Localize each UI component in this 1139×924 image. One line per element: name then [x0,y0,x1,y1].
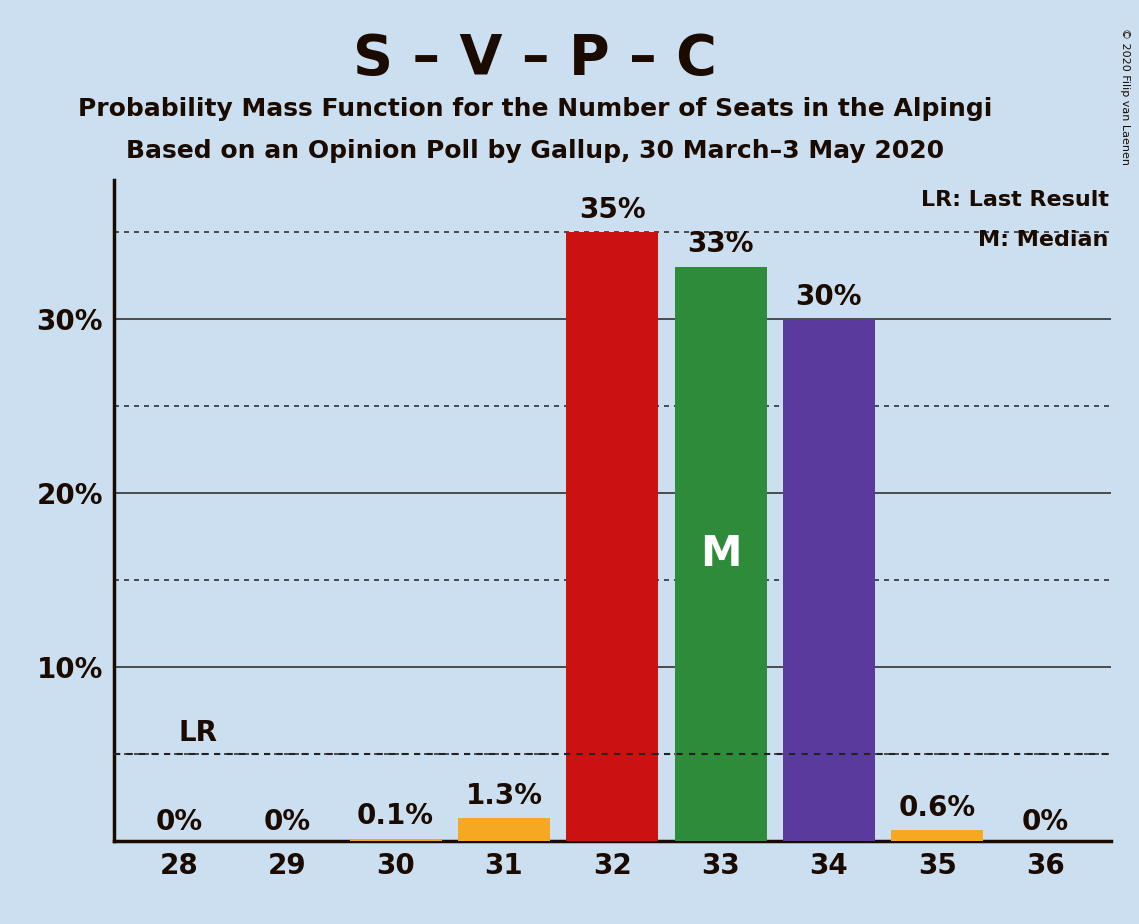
Text: 33%: 33% [687,230,754,259]
Text: M: M [699,533,741,575]
Text: 0%: 0% [1022,808,1070,835]
Text: 0%: 0% [263,808,311,835]
Bar [674,267,767,841]
Text: Probability Mass Function for the Number of Seats in the Alpingi: Probability Mass Function for the Number… [79,97,992,121]
Bar [458,819,550,841]
Text: 0.1%: 0.1% [357,802,434,831]
Bar [782,320,875,841]
Bar [566,232,658,841]
Text: © 2020 Filip van Laenen: © 2020 Filip van Laenen [1120,28,1130,164]
Text: M: Median: M: Median [978,230,1108,249]
Text: 1.3%: 1.3% [466,782,542,809]
Text: LR: Last Result: LR: Last Result [920,190,1108,210]
Text: 0.6%: 0.6% [899,794,976,821]
Text: 0%: 0% [155,808,203,835]
Bar [891,831,983,841]
Bar [350,839,442,841]
Text: LR: LR [179,719,218,747]
Text: S – V – P – C: S – V – P – C [353,32,718,86]
Text: 35%: 35% [579,196,646,224]
Text: Based on an Opinion Poll by Gallup, 30 March–3 May 2020: Based on an Opinion Poll by Gallup, 30 M… [126,139,944,163]
Text: 30%: 30% [796,283,862,310]
